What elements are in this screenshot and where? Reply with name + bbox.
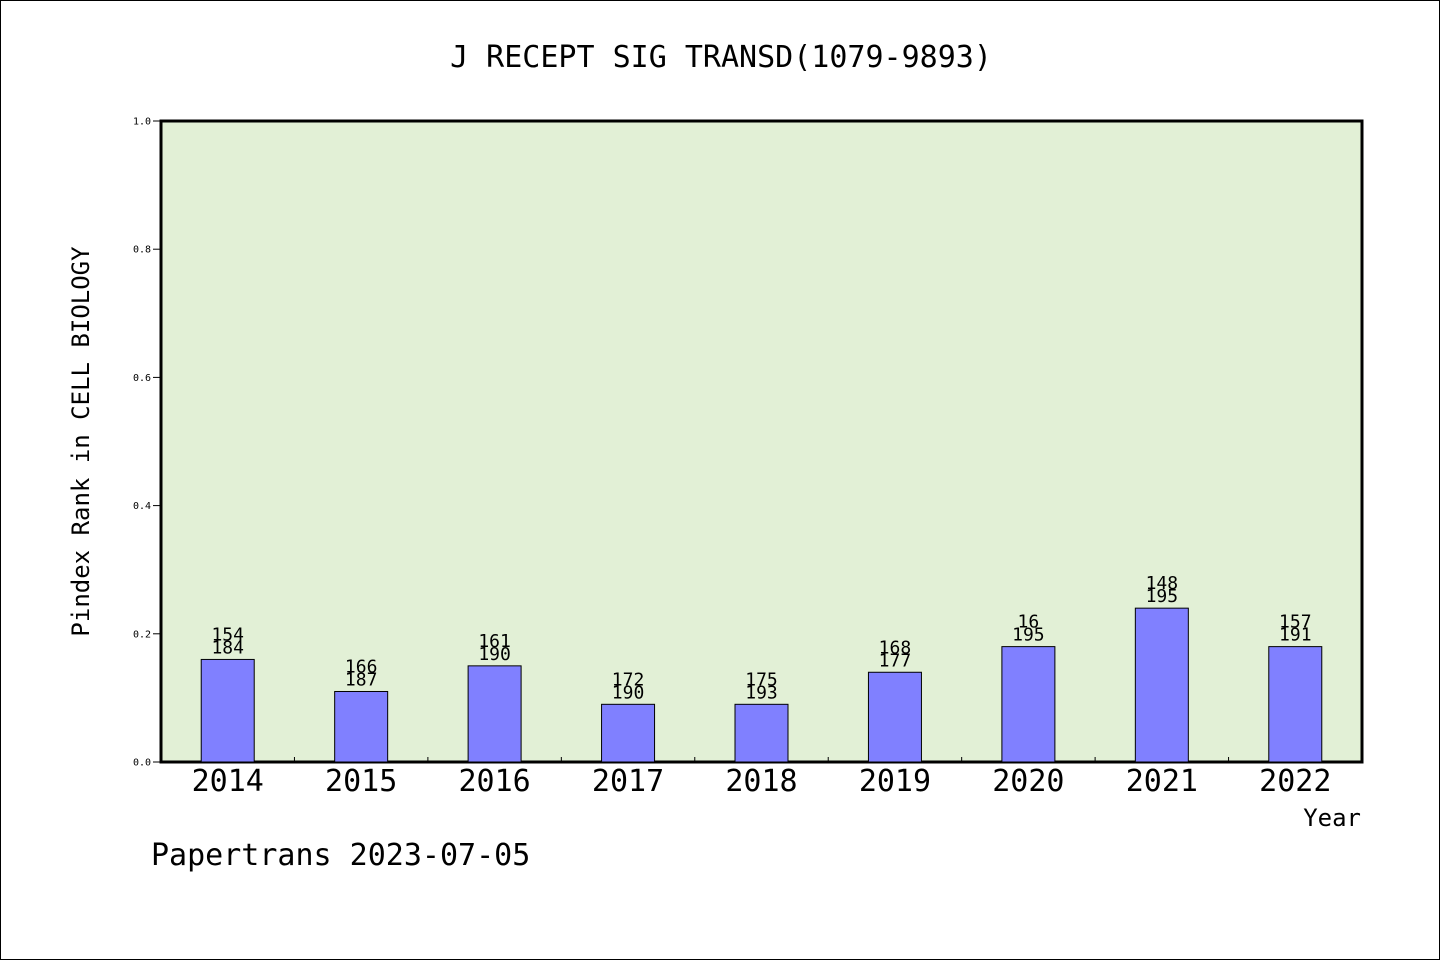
bar-label-total: 190 [478,644,511,665]
y-tick-label: 1.0 [133,117,151,128]
bar-2014 [200,658,255,763]
x-axis: 2014 2015 2016 2017 2018 2019 2020 2021 2022 [192,757,1331,799]
bar-2020 [1001,646,1056,763]
bars-group: 1541841661871611901721901751931681771619… [200,573,1323,763]
bar-label-rank: 172 [612,669,645,690]
y-tick-label: 0.8 [133,245,151,256]
bar-2015 [334,690,389,763]
x-tick-label: 2021 [1126,764,1198,799]
bar-label-total: 177 [879,650,912,671]
bar-2017 [601,703,656,763]
bar-label-rank: 16 [1018,612,1040,633]
x-tick-label: 2018 [725,764,797,799]
y-axis: 0.0 0.2 0.4 0.6 0.8 1.0 [133,117,161,769]
bar-label-total: 187 [345,669,378,690]
x-tick-label: 2022 [1259,764,1331,799]
bar-label-total: 184 [211,637,244,658]
bar-label-rank: 161 [478,631,511,652]
bar-2018 [734,703,789,763]
bar-label-rank: 166 [345,656,378,677]
y-axis-label: Pindex Rank in CELL BIOLOGY [67,246,95,637]
x-tick-label: 2016 [458,764,530,799]
bar-label-total: 191 [1279,625,1312,646]
chart-title: J RECEPT SIG TRANSD(1079-9893) [450,40,992,75]
bar-label-total: 195 [1012,625,1045,646]
y-tick-label: 0.6 [133,373,151,384]
bar-label-rank: 154 [211,624,244,645]
bar-label-total: 195 [1146,586,1179,607]
bar-2016 [467,665,522,763]
x-tick-label: 2015 [325,764,397,799]
bar-label-total: 193 [745,682,778,703]
x-tick-label: 2014 [192,764,264,799]
bar-label-total: 190 [612,682,645,703]
bar-label-rank: 175 [745,669,778,690]
x-tick-label: 2020 [992,764,1064,799]
bar-2021 [1134,607,1189,763]
y-tick-label: 0.4 [133,501,151,512]
x-tick-label: 2019 [859,764,931,799]
y-tick-label: 0.0 [133,758,151,769]
bar-label-rank: 148 [1146,573,1179,594]
y-tick-label: 0.2 [133,629,151,640]
x-tick-label: 2017 [592,764,664,799]
bar-label-rank: 168 [879,637,912,658]
bar-label-rank: 157 [1279,612,1312,633]
x-axis-label: Year [1303,804,1361,832]
footer-credit: Papertrans 2023-07-05 [151,838,530,873]
bar-2022 [1268,646,1323,763]
bar-2019 [867,671,922,763]
